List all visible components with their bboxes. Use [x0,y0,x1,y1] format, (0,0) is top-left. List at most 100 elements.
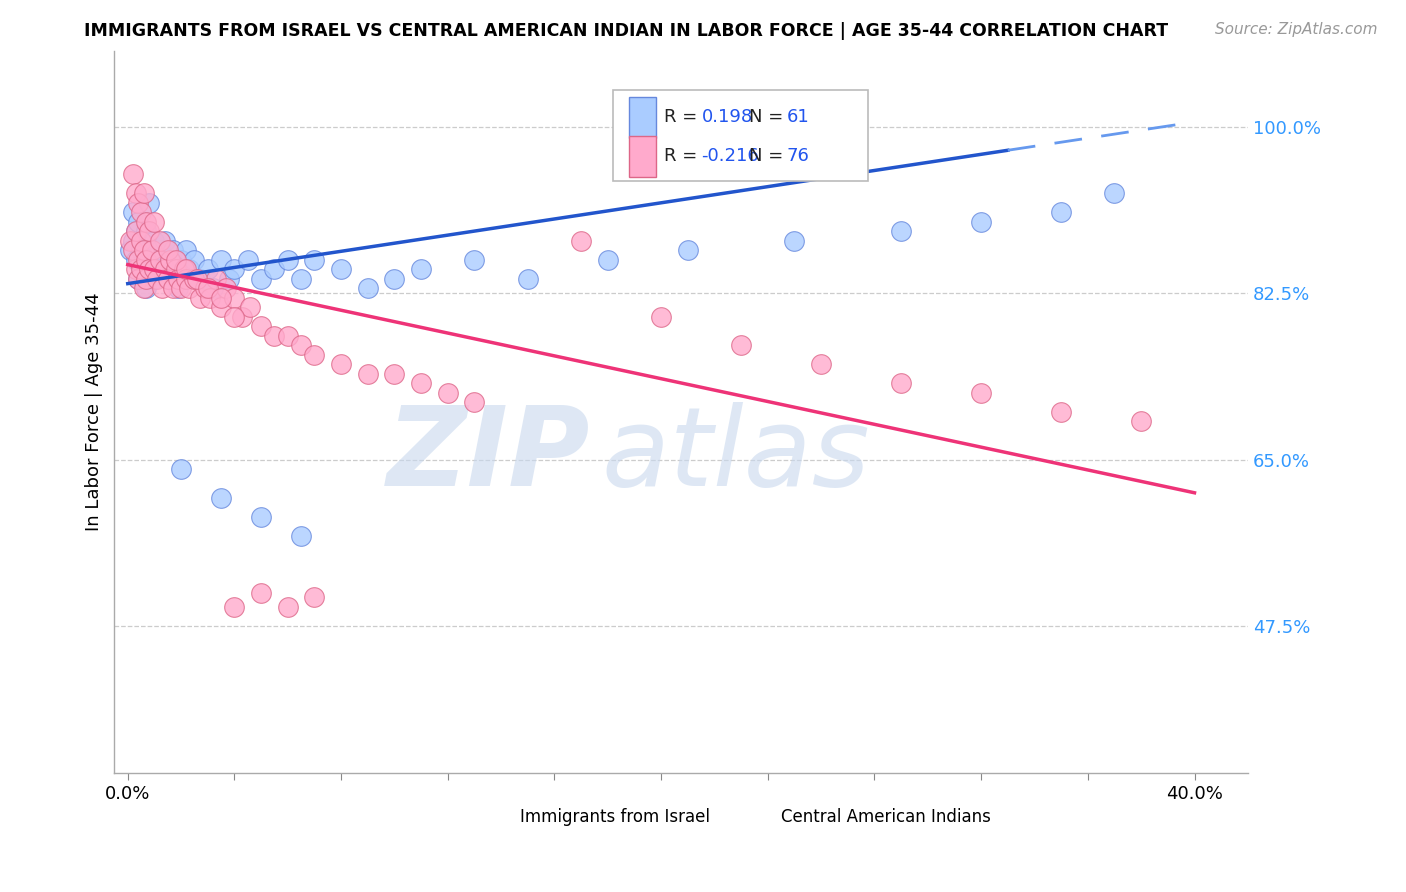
Text: N =: N = [749,108,789,127]
Text: N =: N = [749,147,789,165]
Point [224,291,246,305]
Point [277,599,299,614]
Point [125,262,148,277]
Point [141,262,163,277]
Point [156,244,179,258]
Point [152,262,174,277]
Point [224,310,246,324]
Point [186,272,208,286]
Point [122,234,145,248]
Point [135,215,157,229]
Point [218,272,240,286]
Point [143,272,166,286]
Point [411,262,433,277]
Point [250,585,273,599]
Point [250,509,273,524]
Point [204,272,226,286]
Point [122,167,145,181]
Point [200,291,222,305]
Point [135,272,157,286]
Point [132,186,155,201]
Point [810,358,832,372]
Point [146,272,169,286]
Point [463,252,485,267]
Point [153,234,176,248]
Point [167,281,190,295]
Y-axis label: In Labor Force | Age 35-44: In Labor Force | Age 35-44 [86,293,103,532]
Point [384,272,406,286]
Point [125,252,148,267]
Point [357,281,380,295]
Point [176,272,198,286]
Point [304,348,326,362]
Point [165,262,187,277]
Point [650,310,672,324]
Point [290,338,312,352]
Point [143,215,166,229]
Point [783,234,806,248]
Point [970,215,993,229]
Point [135,281,157,295]
Point [890,224,912,238]
Point [304,252,326,267]
Point [129,205,152,219]
Point [194,281,217,295]
Point [676,244,699,258]
Point [132,234,155,248]
Point [1050,405,1073,419]
Text: ZIP: ZIP [387,401,591,508]
Point [127,215,149,229]
Point [153,262,176,277]
Point [156,272,179,286]
Point [122,205,145,219]
Point [132,281,155,295]
Point [463,395,485,409]
Point [202,281,225,295]
Text: 0.198: 0.198 [702,108,752,127]
Point [132,252,155,267]
Point [173,272,195,286]
Point [263,262,285,277]
Text: R =: R = [664,147,703,165]
Point [127,195,149,210]
Point [122,244,145,258]
Point [209,301,232,315]
Point [149,234,172,248]
Point [209,291,232,305]
Point [197,262,219,277]
Text: atlas: atlas [602,401,870,508]
Point [1104,186,1126,201]
Point [277,252,299,267]
FancyBboxPatch shape [748,803,775,830]
Point [135,252,157,267]
Point [263,329,285,343]
FancyBboxPatch shape [628,136,657,177]
Point [970,386,993,401]
Point [209,491,232,505]
Text: IMMIGRANTS FROM ISRAEL VS CENTRAL AMERICAN INDIAN IN LABOR FORCE | AGE 35-44 COR: IMMIGRANTS FROM ISRAEL VS CENTRAL AMERIC… [84,22,1168,40]
Point [224,599,246,614]
Point [170,462,193,476]
Point [127,272,149,286]
Text: -0.216: -0.216 [702,147,759,165]
Point [135,224,157,238]
Point [236,252,259,267]
FancyBboxPatch shape [613,90,868,181]
Point [569,234,592,248]
Point [152,281,174,295]
Point [170,252,193,267]
Point [215,281,238,295]
Point [188,272,211,286]
Point [156,272,179,286]
Point [1130,415,1153,429]
Text: Source: ZipAtlas.com: Source: ZipAtlas.com [1215,22,1378,37]
Point [138,244,160,258]
Point [250,319,273,334]
Point [125,186,148,201]
Point [129,262,152,277]
Point [290,528,312,542]
Point [159,252,181,267]
FancyBboxPatch shape [628,96,657,138]
Point [149,252,172,267]
Point [176,262,198,277]
